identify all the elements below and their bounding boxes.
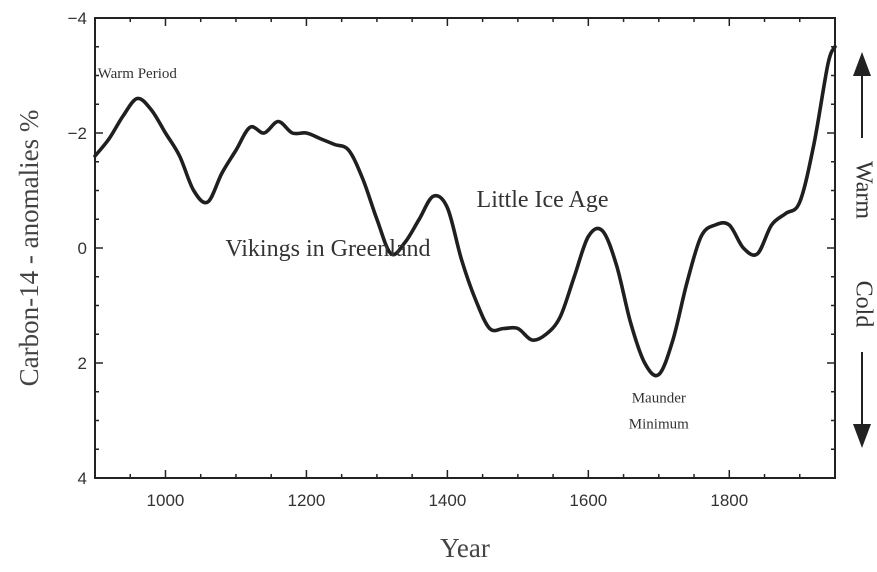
warm-label: Warm	[850, 161, 876, 219]
y-tick-label: 0	[78, 239, 87, 258]
down-arrow-icon	[853, 424, 871, 448]
annotation-warm-period: Warm Period	[98, 66, 178, 82]
x-axis-title: Year	[440, 533, 490, 563]
warm-cold-indicator: Warm Cold	[850, 52, 877, 448]
y-tick-label: −4	[68, 9, 87, 28]
x-tick-label: 1600	[569, 491, 607, 510]
y-tick-label: 4	[78, 469, 87, 488]
cold-label: Cold	[850, 281, 876, 328]
x-tick-label: 1000	[147, 491, 185, 510]
y-tick-label: 2	[78, 354, 87, 373]
x-axis: 1000 1200 1400 1600 1800	[94, 18, 836, 510]
up-arrow-icon	[853, 52, 871, 76]
annotation-little-ice-age: Little Ice Age	[477, 187, 609, 213]
annotation-maunder-minimum: Minimum	[629, 417, 689, 433]
annotations: Warm Period Vikings in Greenland Little Ic…	[98, 66, 689, 433]
x-tick-label: 1400	[428, 491, 466, 510]
y-tick-label: −2	[68, 124, 87, 143]
y-axis-title: Carbon-14 - anomalies %	[14, 110, 44, 387]
plot-frame	[94, 17, 836, 479]
plot-area	[94, 17, 836, 479]
carbon14-series-line	[93, 44, 837, 378]
x-tick-label: 1200	[288, 491, 326, 510]
annotation-vikings: Vikings in Greenland	[225, 236, 430, 262]
series-layer	[93, 44, 837, 378]
x-tick-label: 1800	[710, 491, 748, 510]
y-axis: −4 −2 0 2 4	[68, 9, 835, 488]
annotation-maunder-minimum: Maunder	[632, 391, 686, 407]
